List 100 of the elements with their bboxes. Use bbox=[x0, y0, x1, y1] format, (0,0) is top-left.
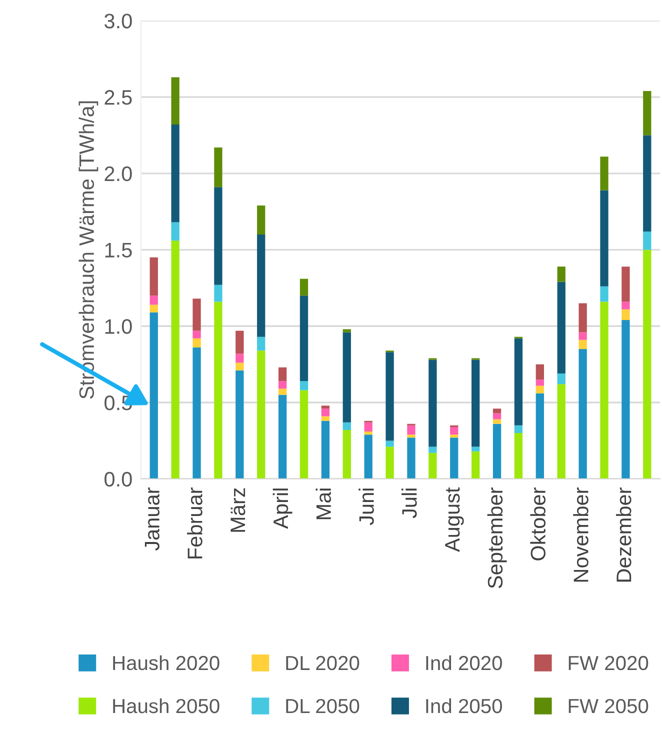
bar bbox=[514, 338, 523, 426]
bar bbox=[536, 393, 544, 479]
bar bbox=[407, 438, 416, 479]
x-tick-label: Mai bbox=[316, 488, 332, 520]
bar bbox=[257, 205, 266, 235]
bar bbox=[557, 373, 566, 384]
bar bbox=[150, 312, 158, 479]
x-tick-label: September bbox=[487, 488, 507, 588]
legend-label: FW 2020 bbox=[568, 656, 648, 670]
bar bbox=[643, 250, 652, 479]
x-tick-label: März bbox=[230, 488, 246, 532]
bar bbox=[557, 384, 566, 479]
bar bbox=[300, 390, 308, 479]
bar bbox=[472, 451, 480, 479]
legend-label: Ind 2020 bbox=[426, 655, 502, 670]
bar bbox=[450, 434, 458, 438]
bar bbox=[492, 413, 502, 420]
bar bbox=[557, 266, 566, 282]
bar bbox=[342, 329, 351, 332]
bar bbox=[643, 135, 652, 232]
bar bbox=[257, 336, 266, 351]
bar bbox=[364, 422, 372, 432]
y-tick-label: 0.0 bbox=[104, 472, 132, 487]
bar bbox=[492, 419, 502, 424]
bar bbox=[342, 430, 351, 479]
bar bbox=[257, 234, 266, 337]
x-tick-label: November bbox=[573, 488, 588, 582]
bar bbox=[236, 330, 244, 354]
bar bbox=[557, 282, 566, 374]
bar bbox=[600, 286, 608, 302]
legend-label: FW 2050 bbox=[568, 698, 648, 714]
x-tick-label: Juni bbox=[358, 488, 374, 526]
bar bbox=[364, 434, 372, 479]
bar bbox=[386, 352, 394, 441]
bar bbox=[171, 77, 180, 125]
bar bbox=[578, 303, 587, 332]
bar bbox=[622, 309, 630, 320]
bar bbox=[514, 425, 523, 434]
bar bbox=[171, 222, 180, 241]
legend-label: Ind 2050 bbox=[426, 698, 502, 714]
y-tick-label: 3.0 bbox=[104, 14, 132, 28]
bar bbox=[536, 364, 544, 380]
bar bbox=[192, 298, 201, 331]
bar bbox=[643, 90, 652, 136]
bar bbox=[278, 388, 287, 395]
bar bbox=[386, 440, 394, 447]
bar bbox=[472, 446, 480, 452]
bar bbox=[428, 360, 437, 447]
bar bbox=[236, 370, 244, 479]
legend-label: DL 2020 bbox=[286, 656, 360, 670]
bar bbox=[386, 446, 394, 479]
bar bbox=[428, 446, 437, 453]
bar bbox=[342, 422, 351, 430]
bar bbox=[514, 433, 523, 479]
x-tick-label: April bbox=[272, 488, 292, 529]
x-tick-label: August bbox=[445, 487, 464, 552]
bar bbox=[578, 349, 587, 479]
bar bbox=[321, 406, 330, 409]
y-axis-title: Stromverbrauch Wärme [TWh/a] bbox=[78, 101, 98, 399]
bar bbox=[171, 240, 180, 479]
bar bbox=[236, 362, 244, 370]
bar bbox=[278, 394, 287, 479]
legend-label: Haush 2050 bbox=[113, 698, 220, 714]
bar bbox=[407, 425, 416, 435]
bar bbox=[321, 416, 330, 421]
bar bbox=[472, 360, 480, 447]
bar bbox=[214, 147, 222, 188]
x-tick-label: Oktober bbox=[530, 488, 546, 560]
bar bbox=[192, 348, 201, 479]
bar bbox=[578, 340, 587, 350]
bar bbox=[171, 124, 180, 222]
bar bbox=[578, 332, 587, 340]
bar bbox=[321, 408, 330, 416]
y-tick-label: 1.5 bbox=[105, 243, 132, 258]
bar bbox=[600, 156, 608, 190]
bar bbox=[450, 438, 458, 479]
bar bbox=[192, 330, 201, 338]
bar bbox=[300, 381, 308, 390]
x-tick-label: Januar bbox=[144, 488, 160, 551]
bar bbox=[600, 302, 608, 479]
bar bbox=[214, 302, 222, 479]
bar bbox=[150, 304, 158, 312]
bar bbox=[236, 354, 244, 363]
y-tick-label: 2.5 bbox=[104, 90, 132, 105]
bar bbox=[278, 381, 287, 389]
y-tick-label: 1.0 bbox=[105, 319, 132, 334]
x-tick-label: Dezember bbox=[616, 488, 632, 582]
bar bbox=[214, 284, 222, 302]
bar bbox=[536, 386, 544, 394]
bar bbox=[321, 420, 330, 479]
bar bbox=[300, 278, 308, 296]
bar bbox=[428, 452, 437, 479]
bar bbox=[492, 424, 502, 479]
bar bbox=[364, 432, 372, 435]
bar bbox=[257, 350, 266, 479]
bar bbox=[492, 408, 502, 414]
bar bbox=[278, 367, 287, 382]
y-tick-label: 2.0 bbox=[104, 166, 132, 182]
bar bbox=[192, 338, 201, 348]
bar bbox=[622, 320, 630, 479]
